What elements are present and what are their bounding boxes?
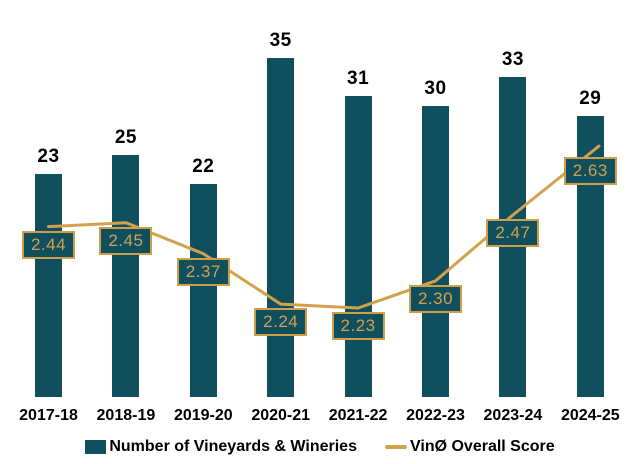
x-axis-label-2022-23: 2022-23 (406, 407, 465, 424)
bar-2017-18 (35, 173, 62, 397)
score-label: 2.44 (22, 230, 75, 259)
bar-2022-23 (422, 106, 449, 397)
score-label: 2.23 (331, 312, 385, 340)
x-axis-label-2019-20: 2019-20 (173, 407, 233, 424)
bar-value-label: 33 (501, 48, 524, 70)
bar-2020-21 (267, 57, 295, 397)
bar-2019-20 (189, 183, 217, 397)
bar-value-label: 31 (347, 68, 370, 90)
score-label: 2.24 (254, 308, 308, 337)
score-label: 2.63 (563, 157, 617, 185)
bar-swatch-icon (85, 440, 107, 454)
x-axis-label-2018-19: 2018-19 (96, 407, 156, 424)
legend: Number of Vineyards & Wineries VinØ Over… (0, 436, 640, 458)
x-axis-label-2023-24: 2023-24 (483, 407, 543, 424)
bar-value-label: 30 (424, 78, 447, 99)
bar-2018-19 (112, 154, 140, 397)
line-swatch-icon (384, 445, 407, 449)
bar-2021-22 (344, 96, 372, 397)
x-axis-label-2020-21: 2020-21 (251, 407, 311, 424)
legend-label-vineyards: Number of Vineyards & Wineries (109, 438, 357, 455)
x-axis-label-2021-22: 2021-22 (328, 407, 388, 424)
score-label: 2.37 (176, 257, 230, 286)
bar-value-label: 29 (579, 87, 602, 109)
score-label: 2.45 (99, 226, 153, 255)
bar-value-label: 23 (37, 145, 60, 167)
legend-item-vineyards: Number of Vineyards & Wineries (85, 438, 357, 456)
bar-value-label: 22 (192, 155, 215, 177)
legend-item-score: VinØ Overall Score (384, 438, 555, 456)
legend-label-score: VinØ Overall Score (409, 438, 555, 455)
bar-value-label: 35 (269, 29, 292, 51)
score-label: 2.47 (486, 219, 540, 247)
bar-value-label: 25 (114, 126, 137, 148)
x-axis-label-2024-25: 2024-25 (560, 407, 620, 424)
x-axis-label-2017-18: 2017-18 (19, 407, 78, 424)
score-label: 2.30 (409, 284, 462, 313)
